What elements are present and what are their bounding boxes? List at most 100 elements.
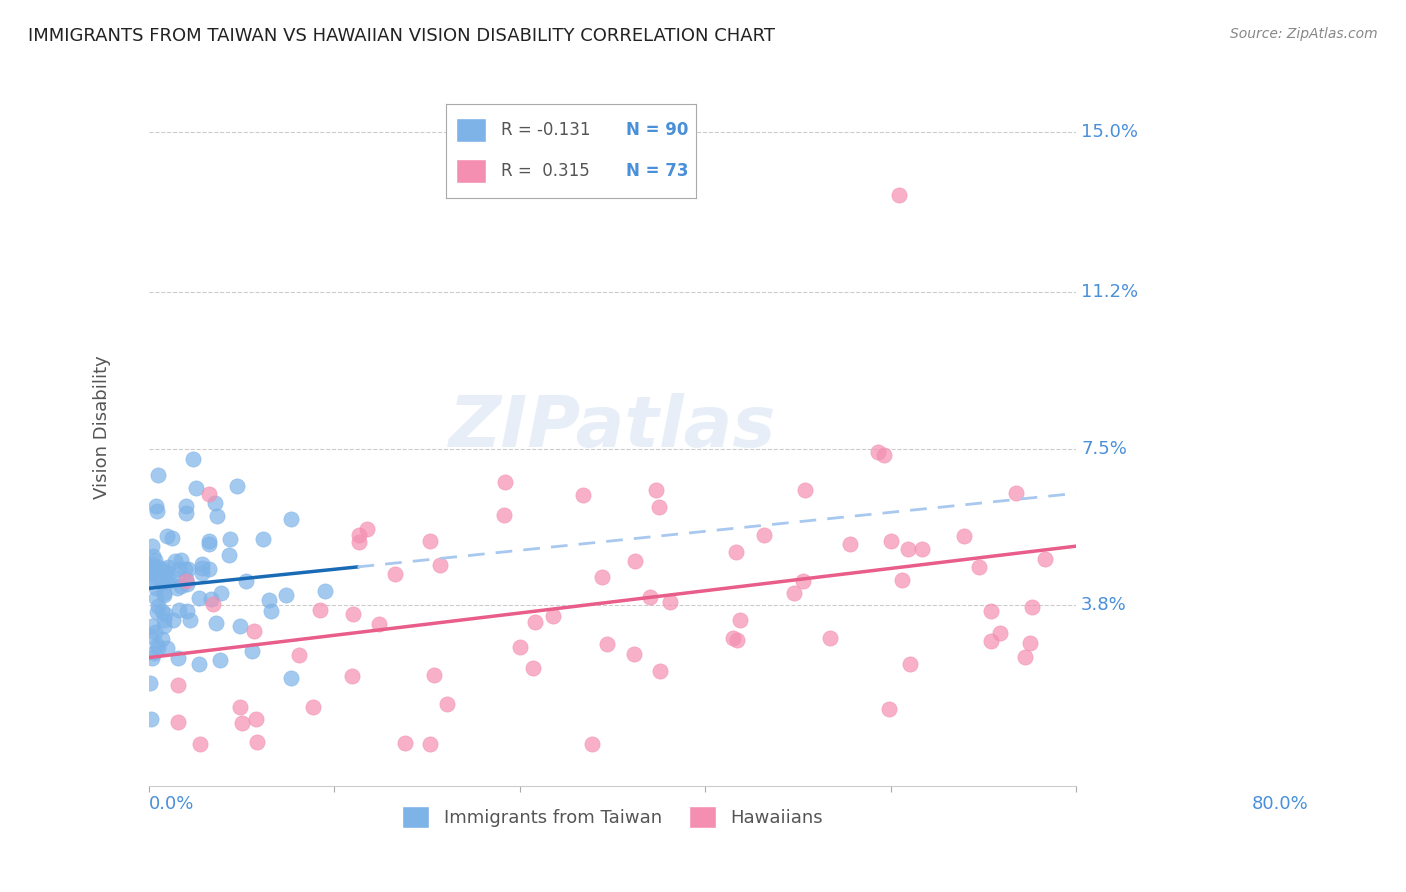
Point — [866, 445, 889, 459]
Point — [591, 570, 613, 584]
Point — [1019, 636, 1042, 650]
Point — [288, 648, 311, 662]
Point — [623, 554, 645, 568]
Point — [280, 512, 302, 526]
Point — [153, 607, 176, 621]
Point — [572, 488, 595, 502]
Point — [967, 560, 990, 574]
Point — [243, 624, 266, 638]
Point — [725, 632, 748, 647]
Point — [204, 496, 226, 510]
Point — [176, 604, 198, 618]
Point — [141, 650, 163, 665]
Point — [162, 613, 184, 627]
Point — [145, 591, 167, 605]
Point — [419, 534, 441, 549]
Point — [1014, 650, 1036, 665]
Point — [198, 534, 221, 549]
Point — [146, 640, 169, 655]
Point — [219, 533, 242, 547]
Point — [174, 506, 197, 520]
Point — [202, 597, 225, 611]
Point — [384, 566, 406, 581]
Point — [142, 646, 165, 660]
Point — [898, 657, 921, 671]
Point — [179, 613, 201, 627]
Point — [647, 500, 669, 514]
Point — [623, 647, 645, 661]
Point — [436, 697, 458, 711]
Point — [156, 574, 179, 589]
Point — [423, 667, 446, 681]
Point — [167, 651, 190, 665]
Point — [139, 629, 162, 643]
Point — [146, 638, 169, 652]
Point — [146, 467, 169, 482]
Point — [187, 657, 209, 672]
Point — [141, 618, 163, 632]
Point — [229, 700, 252, 714]
Point — [645, 483, 668, 497]
Point — [163, 553, 186, 567]
Point — [246, 735, 269, 749]
Point — [429, 558, 451, 573]
Point — [153, 566, 176, 581]
Point — [394, 736, 416, 750]
Point — [240, 643, 263, 657]
Text: 11.2%: 11.2% — [1081, 284, 1139, 301]
Point — [839, 537, 862, 551]
Point — [509, 640, 531, 655]
Point — [650, 664, 672, 678]
Point — [166, 678, 188, 692]
Point — [167, 562, 190, 576]
Point — [218, 548, 240, 562]
Point — [141, 561, 163, 575]
Point — [198, 537, 221, 551]
Point — [191, 566, 214, 581]
Point — [308, 603, 330, 617]
Point — [191, 561, 214, 575]
Point — [191, 558, 214, 572]
Point — [953, 529, 976, 543]
Point — [174, 499, 197, 513]
Point — [207, 508, 229, 523]
Text: ZIPatlas: ZIPatlas — [449, 393, 776, 462]
Point — [149, 575, 172, 590]
Point — [187, 591, 209, 606]
Point — [152, 562, 174, 576]
Point — [184, 481, 207, 495]
Point — [274, 588, 297, 602]
Point — [725, 545, 748, 559]
Point — [197, 486, 219, 500]
Legend: Immigrants from Taiwan, Hawaiians: Immigrants from Taiwan, Hawaiians — [395, 798, 831, 835]
Point — [152, 586, 174, 600]
Point — [980, 634, 1002, 648]
Point — [145, 581, 167, 595]
Point — [340, 668, 363, 682]
Point — [818, 631, 841, 645]
Point — [259, 592, 281, 607]
Point — [200, 591, 222, 606]
Point — [156, 529, 179, 543]
Point — [419, 737, 441, 751]
Text: 80.0%: 80.0% — [1251, 795, 1309, 814]
Point — [368, 616, 391, 631]
Point — [1033, 551, 1056, 566]
Point — [139, 676, 162, 690]
Point — [911, 541, 934, 556]
Point — [543, 609, 565, 624]
Point — [167, 603, 190, 617]
Point — [728, 614, 751, 628]
Point — [280, 671, 302, 685]
Point — [245, 712, 267, 726]
Point — [342, 607, 364, 622]
Point — [794, 483, 817, 497]
Point — [522, 661, 544, 675]
Point — [988, 626, 1011, 640]
Point — [792, 574, 814, 589]
Point — [890, 574, 912, 588]
Point — [153, 588, 176, 602]
Point — [197, 562, 219, 576]
Point — [782, 585, 804, 599]
Point — [880, 533, 903, 548]
